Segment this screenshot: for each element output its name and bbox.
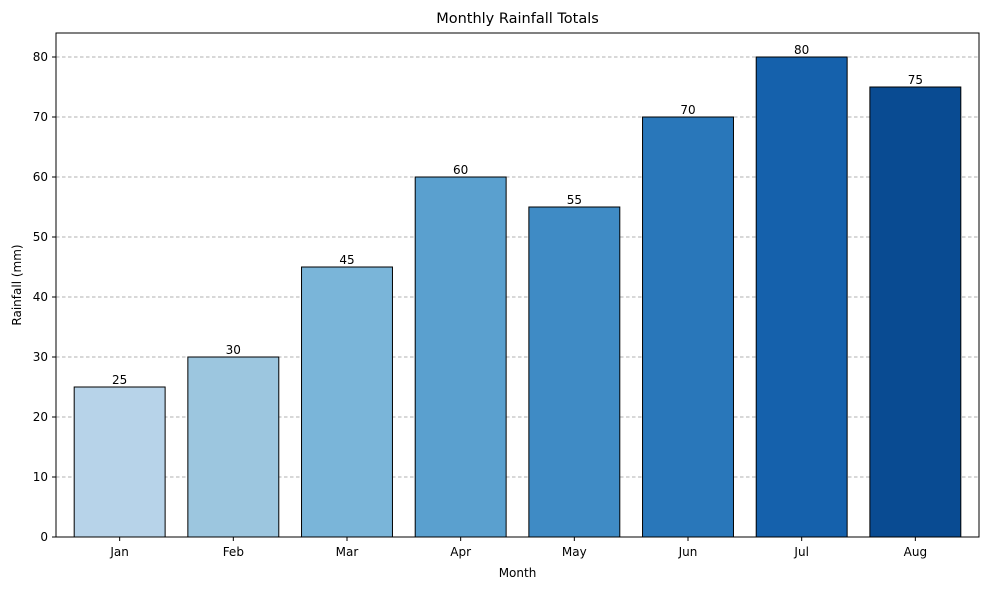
bar-mar — [301, 266, 393, 538]
y-tick-label: 40 — [33, 290, 48, 304]
x-tick-label: Jul — [793, 545, 808, 559]
y-tick-label: 0 — [40, 530, 48, 544]
x-tick-label: Jun — [678, 545, 698, 559]
y-axis-title: Rainfall (mm) — [10, 244, 24, 325]
x-tick-label: Apr — [450, 545, 471, 559]
y-tick-label: 70 — [33, 110, 48, 124]
bar-value-label: 55 — [567, 193, 582, 207]
bar-value-labels: 25 30 45 60 55 70 80 75 — [112, 43, 923, 387]
x-tick-label: Aug — [904, 545, 927, 559]
y-tick-label: 30 — [33, 350, 48, 364]
y-tick-label: 60 — [33, 170, 48, 184]
bar-value-label: 45 — [339, 253, 354, 267]
bar-may — [528, 206, 621, 538]
chart-title: Monthly Rainfall Totals — [436, 11, 599, 27]
x-tick-label: Jan — [109, 545, 129, 559]
bar-value-label: 25 — [112, 373, 127, 387]
y-tick-label: 20 — [33, 410, 48, 424]
y-tick-label: 80 — [33, 50, 48, 64]
x-tick-label: May — [562, 545, 587, 559]
bar-value-label: 75 — [908, 73, 923, 87]
x-axis-ticks: Jan Feb Mar Apr May Jun Jul Aug — [109, 537, 927, 559]
y-tick-label: 10 — [33, 470, 48, 484]
bar-value-label: 30 — [226, 343, 241, 357]
bar-value-label: 60 — [453, 163, 468, 177]
bar-apr — [414, 176, 507, 538]
x-axis-title: Month — [499, 566, 537, 580]
y-tick-label: 50 — [33, 230, 48, 244]
plot-frame — [55, 32, 980, 538]
x-tick-label: Mar — [336, 545, 359, 559]
bar-value-label: 70 — [680, 103, 695, 117]
bar-jan — [73, 386, 166, 538]
bar-jun — [642, 116, 734, 538]
bar-jul — [755, 56, 848, 538]
bar-feb — [187, 356, 280, 538]
x-tick-label: Feb — [223, 545, 244, 559]
bar-value-label: 80 — [794, 43, 809, 57]
y-axis-ticks: 0 10 20 30 40 50 60 70 80 — [33, 50, 56, 544]
bars — [73, 56, 962, 538]
bar-aug — [869, 86, 962, 538]
